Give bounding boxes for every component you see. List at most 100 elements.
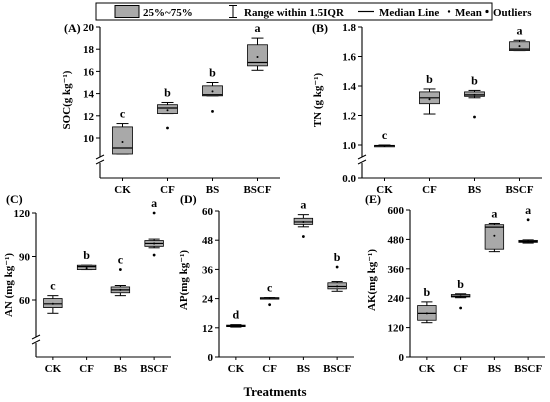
significance-letter: c — [50, 279, 56, 293]
y-tick-label: 600 — [388, 205, 405, 217]
significance-letter: b — [83, 248, 90, 262]
mean-dot — [121, 141, 124, 143]
box-cf: b — [76, 248, 97, 271]
legend-box-swatch — [114, 5, 140, 18]
y-tick-label: 60 — [19, 295, 31, 307]
significance-letter: b — [426, 72, 433, 86]
x-tick-label: BS — [114, 363, 127, 375]
outlier-dot — [301, 235, 305, 238]
y-tick-label: 14 — [83, 89, 95, 101]
iqr-box — [157, 104, 178, 114]
mean-dot — [166, 109, 169, 112]
y-tick-label: 12 — [83, 111, 95, 123]
box-cf: b — [157, 85, 178, 130]
box-ck: d — [226, 308, 246, 328]
y-tick-label: 360 — [388, 264, 405, 276]
y-axis-label: AK(mg kg⁻¹) — [366, 249, 378, 311]
x-tick-label: CF — [160, 184, 175, 196]
mean-dot — [153, 242, 156, 245]
significance-letter: a — [255, 21, 261, 35]
y-axis-label: AN (mg kg⁻¹) — [3, 253, 15, 317]
box-bs: c — [110, 253, 131, 297]
box-bs: a — [484, 206, 505, 253]
mean-dot — [473, 93, 476, 96]
outlier-dot — [166, 126, 169, 130]
mean-dot — [493, 234, 496, 237]
outlier-dot — [152, 211, 156, 215]
y-tick-label: 16 — [83, 66, 95, 78]
y-tick-label: 12 — [202, 323, 214, 335]
mean-dot — [302, 220, 305, 223]
x-tick-label: CK — [419, 363, 436, 375]
y-tick-label: 0 — [208, 352, 214, 364]
y-tick-label: 48 — [202, 235, 214, 247]
x-tick-label: CK — [45, 363, 62, 375]
y-tick-label: 1.2 — [342, 111, 356, 123]
mean-dot — [234, 324, 237, 327]
x-tick-label: BSCF — [323, 363, 351, 375]
x-tick-label: CF — [262, 363, 277, 375]
y-tick-label: 120 — [388, 323, 405, 335]
y-tick-label: 36 — [202, 264, 214, 276]
legend-label-outliers: Outliers — [493, 7, 532, 19]
y-tick-label: 0.0 — [342, 173, 356, 185]
y-axis-label: AP(mg kg⁻¹) — [178, 250, 190, 310]
y-tick-label: 60 — [202, 206, 214, 218]
box-ck: c — [112, 107, 133, 155]
y-tick-label: 1.6 — [342, 52, 356, 64]
panel-label: (B) — [312, 21, 328, 35]
significance-letter: a — [525, 203, 531, 217]
axis-break — [357, 154, 367, 165]
significance-letter: a — [517, 23, 523, 37]
y-tick-label: 120 — [14, 208, 31, 220]
legend-outlier-swatch — [485, 9, 489, 14]
y-tick-label: 0 — [399, 352, 405, 364]
significance-letter: b — [457, 277, 464, 291]
outlier-dot — [459, 306, 463, 310]
legend-label-median: Median Line — [379, 7, 439, 19]
box-bscf: a — [509, 23, 530, 52]
significance-letter: b — [471, 73, 478, 87]
y-tick-label: 18 — [83, 44, 95, 56]
significance-letter: c — [120, 107, 126, 121]
outlier-dot — [335, 265, 339, 269]
outlier-dot — [211, 109, 214, 113]
mean-dot — [518, 45, 521, 48]
panel-b: (B) 0.0 1.0 1.2 1.4 1.6 1.8 TN (g kg⁻¹) CK c CF b BS… — [312, 21, 542, 196]
legend-label-whisker: Range within 1.5IQR — [244, 7, 345, 19]
box-cf: c — [259, 281, 280, 307]
box-ck: b — [417, 285, 437, 324]
legend-whisker-swatch — [229, 5, 237, 18]
x-tick-label: CK — [228, 363, 245, 375]
outlier-dot — [152, 253, 156, 257]
significance-letter: b — [164, 85, 171, 99]
outlier-dot — [473, 115, 476, 119]
x-tick-label: BS — [488, 363, 501, 375]
panel-c: (C) 60 90 120 AN (mg kg⁻¹) CK c CF b BS c BSCF a — [3, 192, 171, 375]
legend-label-mean: Mean — [455, 7, 482, 19]
mean-dot — [428, 98, 431, 101]
legend-mean-swatch — [447, 10, 451, 13]
mean-dot — [383, 144, 386, 147]
x-tick-label: CK — [114, 184, 131, 196]
panel-e: (E) 0 120 240 360 480 600 AK(mg kg⁻¹) CK b CF b BS a B… — [365, 192, 545, 375]
mean-dot — [527, 240, 530, 243]
significance-letter: a — [491, 206, 497, 220]
x-tick-label: BSCF — [140, 363, 168, 375]
x-tick-label: BS — [206, 184, 219, 196]
panel-a: (A) 10 12 14 16 18 20 SOC(g kg⁻¹) CK c CF b BS b BSCF a — [61, 21, 280, 196]
x-tick-label: CF — [453, 363, 468, 375]
significance-letter: c — [382, 128, 388, 142]
x-tick-label: CF — [79, 363, 94, 375]
significance-letter: c — [267, 281, 273, 295]
mean-dot — [85, 267, 88, 270]
box-bscf: a — [247, 21, 268, 71]
significance-letter: a — [151, 196, 157, 210]
legend-frame — [95, 2, 493, 21]
significance-letter: c — [118, 253, 124, 267]
mean-dot — [459, 295, 462, 298]
axis-break — [95, 154, 105, 165]
box-ck: c — [374, 128, 395, 148]
x-tick-label: BS — [297, 363, 310, 375]
